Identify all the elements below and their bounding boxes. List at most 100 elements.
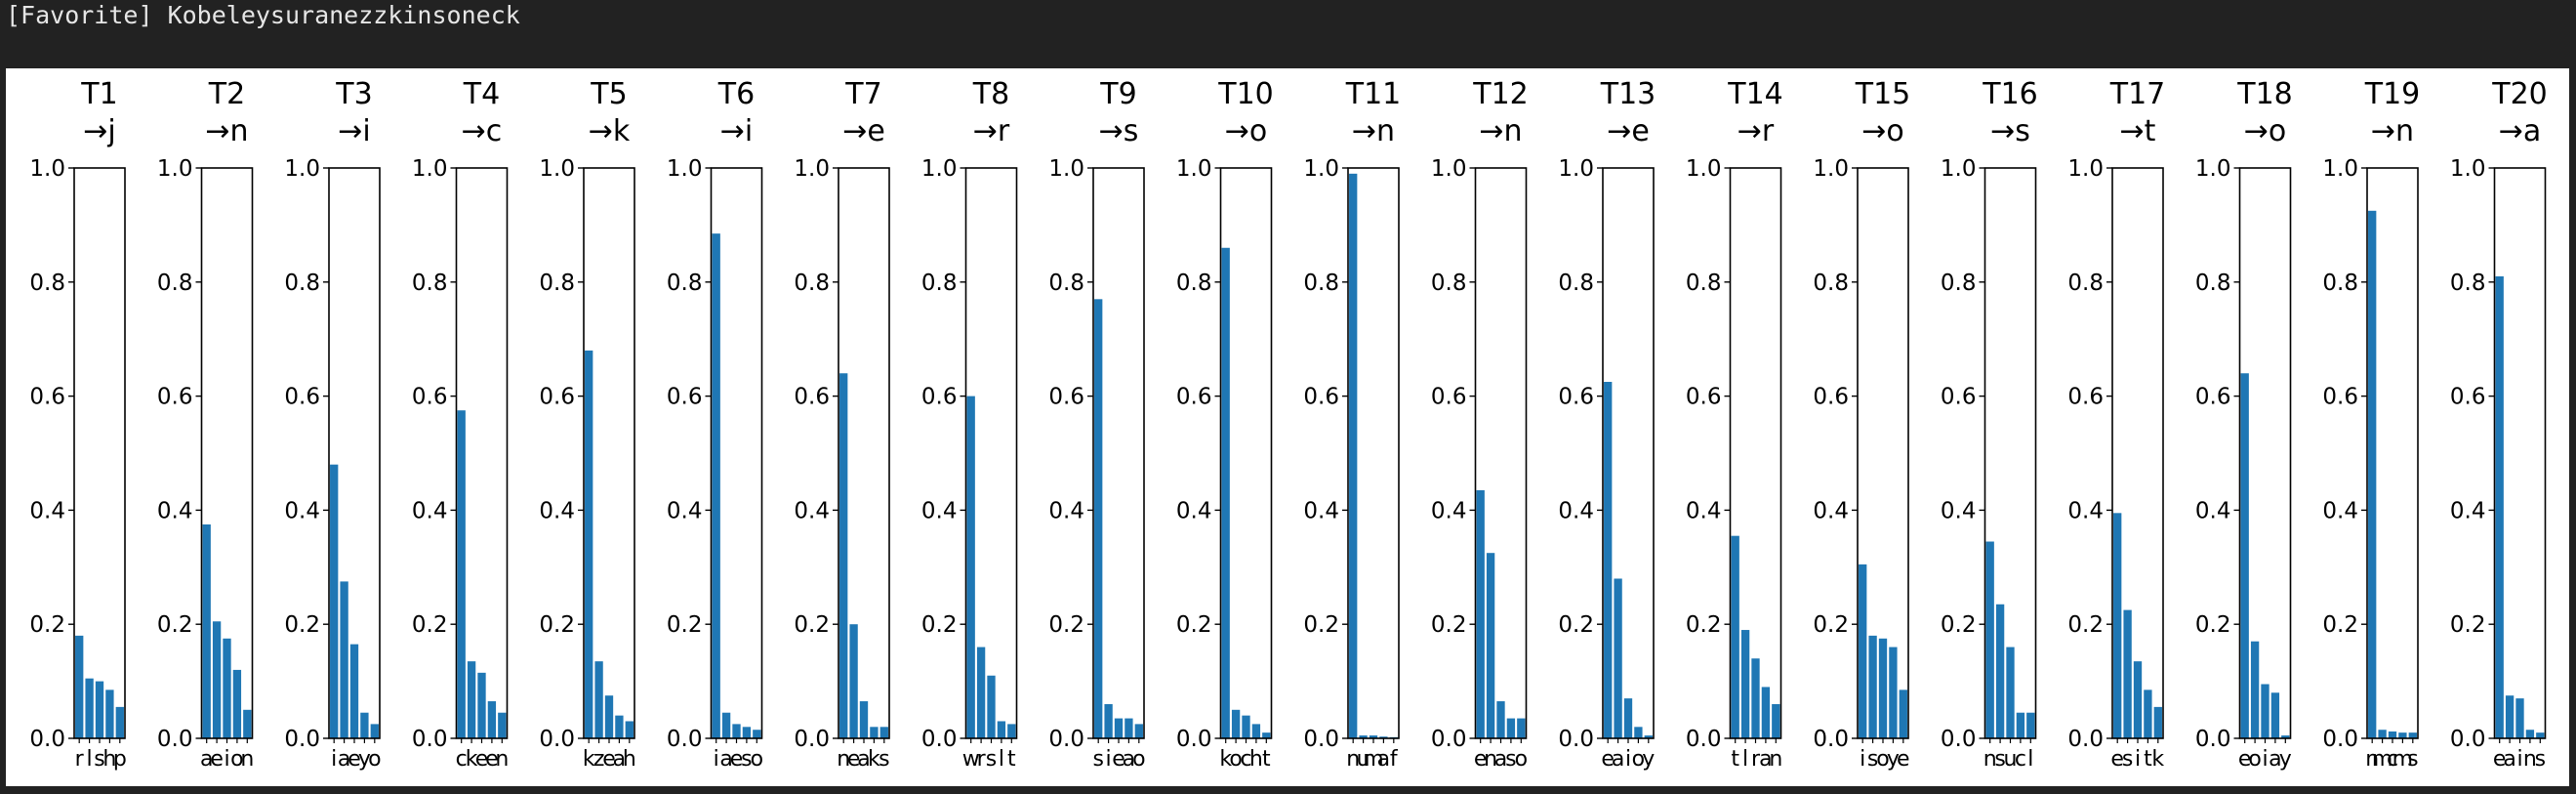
y-tick-label: 0.8: [1813, 271, 1849, 296]
axes-frame: [1857, 167, 1909, 739]
bar: [870, 727, 879, 738]
bar: [477, 672, 486, 738]
y-tick-label: 0.8: [412, 271, 448, 296]
panel-subtitle: →s: [1990, 114, 2030, 148]
category-label: u: [2004, 747, 2018, 772]
y-tick-label: 1.0: [667, 156, 703, 182]
bar: [2144, 690, 2152, 738]
y-tick-label: 0.0: [284, 727, 320, 752]
y-tick-label: 0.4: [1558, 498, 1594, 523]
bar: [1868, 635, 1877, 738]
category-label: m: [2392, 747, 2413, 772]
y-tick-label: 0.8: [157, 271, 193, 296]
category-label: k: [466, 747, 478, 772]
bar: [1496, 701, 1505, 738]
category-label: e: [1897, 747, 1910, 772]
panel-title: T16: [1982, 77, 2038, 111]
panel-subtitle: →o: [1225, 114, 1268, 148]
category-label: i: [2135, 747, 2141, 772]
y-tick-label: 1.0: [2322, 156, 2358, 182]
y-tick-label: 0.8: [1431, 271, 1467, 296]
category-label: h: [1249, 747, 1263, 772]
bar: [879, 727, 888, 738]
panel-subtitle: →e: [842, 114, 885, 148]
y-tick-label: 0.4: [157, 498, 193, 523]
panel-20: T20→a 0.0 0.2 0.4 0.6 0.8 1.0 ea i ns: [2450, 77, 2548, 772]
bar: [1476, 489, 1485, 738]
category-label: i: [1625, 747, 1631, 772]
panel-title: T7: [844, 77, 881, 111]
y-tick-label: 1.0: [284, 156, 320, 182]
bar: [2113, 513, 2122, 738]
category-label: s: [1092, 747, 1103, 772]
category-label: c: [1240, 747, 1251, 772]
y-tick-label: 0.2: [1048, 612, 1084, 638]
bar: [223, 638, 231, 738]
panel-18: T18→o 0.0 0.2 0.4 0.6 0.8 1.0 eo i ay: [2195, 77, 2293, 772]
category-label: t: [2144, 747, 2152, 772]
window-header: [Favorite] Kobeleysuranezzkinsoneck: [0, 0, 2576, 68]
y-tick-label: 0.2: [29, 612, 65, 638]
y-tick-label: 1.0: [157, 156, 193, 182]
y-tick-label: 0.8: [2450, 271, 2486, 296]
bar: [1262, 732, 1271, 738]
axes-frame: [73, 167, 126, 739]
bar: [1859, 564, 1867, 738]
bar: [2525, 730, 2535, 738]
y-tick-label: 0.6: [1431, 385, 1467, 410]
y-tick-label: 0.2: [157, 612, 193, 638]
category-label: s: [741, 747, 752, 772]
category-label: l: [2027, 747, 2033, 772]
category-label: e: [1601, 747, 1615, 772]
category-label: n: [2365, 747, 2379, 772]
bar: [2240, 373, 2249, 738]
y-tick-label: 0.8: [667, 271, 703, 296]
category-label: k: [868, 747, 880, 772]
y-tick-label: 0.8: [284, 271, 320, 296]
y-tick-label: 0.0: [2450, 727, 2486, 752]
category-label: o: [230, 747, 243, 772]
category-label: n: [1769, 747, 1782, 772]
y-tick-label: 1.0: [1303, 156, 1339, 182]
window-title: [Favorite] Kobeleysuranezzkinsoneck: [6, 1, 520, 29]
category-label: r: [977, 747, 987, 772]
category-label: e: [475, 747, 489, 772]
bar: [1242, 715, 1250, 738]
category-label: f: [1390, 747, 1399, 772]
y-tick-label: 0.4: [539, 498, 575, 523]
category-label: w: [962, 747, 980, 772]
category-label: s: [2535, 747, 2546, 772]
bar: [1623, 698, 1633, 738]
y-tick-label: 0.4: [2450, 498, 2486, 523]
bar: [487, 701, 497, 738]
category-label: n: [240, 747, 254, 772]
y-tick-label: 0.2: [1813, 612, 1849, 638]
axes-frame: [1602, 167, 1655, 739]
category-label: n: [837, 747, 850, 772]
axes-frame: [2111, 167, 2164, 739]
y-tick-label: 0.8: [794, 271, 830, 296]
panel-subtitle: →j: [83, 114, 115, 148]
bar: [457, 410, 466, 738]
category-label: o: [1515, 747, 1528, 772]
bar: [370, 724, 379, 738]
y-tick-label: 0.0: [921, 727, 958, 752]
y-tick-label: 0.6: [921, 385, 958, 410]
category-label: a: [1377, 747, 1390, 772]
y-tick-label: 1.0: [1558, 156, 1594, 182]
panel-subtitle: →s: [1099, 114, 1139, 148]
bar: [1369, 735, 1378, 738]
axes-frame: [200, 167, 254, 739]
bar: [1124, 718, 1133, 738]
bar: [2536, 732, 2545, 738]
category-label: p: [113, 747, 127, 772]
panel-subtitle: →n: [1352, 114, 1395, 148]
bar: [1251, 724, 1261, 738]
bar: [2368, 210, 2377, 739]
panel-title: T5: [590, 77, 627, 111]
bar: [1134, 724, 1143, 738]
category-label: o: [2248, 747, 2261, 772]
